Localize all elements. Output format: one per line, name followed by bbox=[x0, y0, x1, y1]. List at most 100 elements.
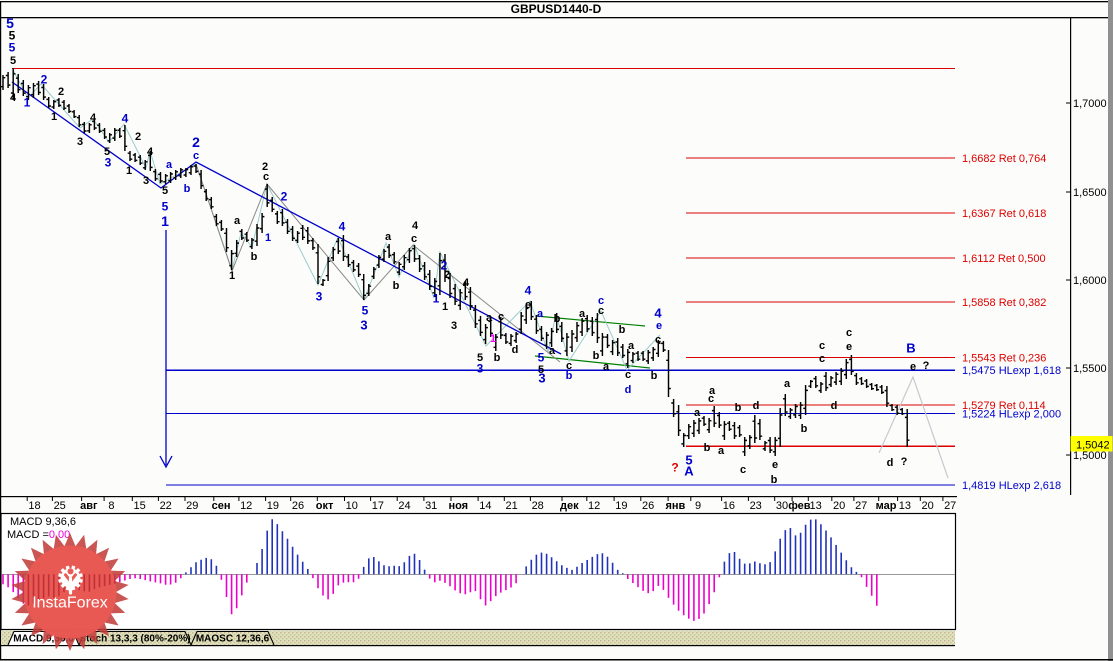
svg-text:27: 27 bbox=[855, 500, 867, 512]
svg-text:?: ? bbox=[901, 456, 908, 468]
svg-text:4: 4 bbox=[10, 92, 17, 104]
svg-text:GBPUSD1440-D: GBPUSD1440-D bbox=[511, 2, 602, 16]
svg-text:1: 1 bbox=[161, 213, 169, 229]
svg-text:2: 2 bbox=[41, 72, 48, 86]
svg-text:14: 14 bbox=[479, 500, 491, 512]
svg-text:b: b bbox=[801, 423, 808, 435]
svg-text:b: b bbox=[704, 442, 711, 454]
svg-text:a: a bbox=[579, 308, 586, 320]
svg-text:b: b bbox=[771, 474, 778, 486]
svg-text:29: 29 bbox=[186, 500, 198, 512]
svg-text:1,5543 Ret 0,236: 1,5543 Ret 0,236 bbox=[962, 352, 1046, 364]
svg-text:10: 10 bbox=[346, 500, 358, 512]
svg-text:a: a bbox=[603, 361, 610, 373]
svg-text:e: e bbox=[656, 320, 662, 332]
svg-text:2: 2 bbox=[58, 86, 64, 98]
svg-text:d: d bbox=[831, 400, 838, 412]
svg-text:3: 3 bbox=[360, 318, 367, 333]
svg-text:20: 20 bbox=[833, 500, 845, 512]
svg-text:d: d bbox=[512, 344, 519, 356]
svg-text:2: 2 bbox=[262, 161, 268, 173]
svg-text:3: 3 bbox=[77, 136, 83, 148]
svg-text:a: a bbox=[166, 159, 173, 171]
svg-text:1: 1 bbox=[229, 270, 235, 282]
svg-text:окт: окт bbox=[316, 500, 334, 512]
svg-text:28: 28 bbox=[532, 500, 544, 512]
svg-text:c: c bbox=[846, 327, 852, 339]
svg-text:2: 2 bbox=[441, 258, 448, 272]
svg-text:1: 1 bbox=[24, 95, 31, 109]
svg-text:c: c bbox=[819, 340, 825, 352]
svg-text:c: c bbox=[263, 171, 269, 183]
svg-text:B: B bbox=[906, 341, 915, 356]
svg-text:b: b bbox=[651, 370, 658, 382]
svg-text:1,5858 Ret 0,382: 1,5858 Ret 0,382 bbox=[962, 297, 1046, 309]
svg-text:a: a bbox=[385, 231, 392, 243]
svg-text:5: 5 bbox=[685, 453, 692, 468]
svg-text:1,6000: 1,6000 bbox=[1073, 275, 1107, 287]
svg-text:c: c bbox=[411, 233, 417, 245]
svg-text:22: 22 bbox=[160, 500, 172, 512]
svg-text:1: 1 bbox=[433, 291, 440, 305]
svg-text:3: 3 bbox=[477, 361, 484, 375]
svg-text:5: 5 bbox=[538, 350, 545, 364]
svg-text:26: 26 bbox=[642, 500, 654, 512]
svg-text:1,6500: 1,6500 bbox=[1073, 187, 1107, 199]
svg-text:дек: дек bbox=[560, 500, 579, 512]
svg-text:a: a bbox=[628, 340, 635, 352]
svg-text:5: 5 bbox=[9, 28, 16, 42]
svg-text:5: 5 bbox=[362, 303, 369, 317]
svg-text:c: c bbox=[625, 369, 631, 381]
svg-text:4: 4 bbox=[122, 111, 129, 125]
svg-text:1,4819 HLexp 2,618: 1,4819 HLexp 2,618 bbox=[962, 480, 1061, 492]
svg-text:сен: сен bbox=[212, 500, 231, 512]
svg-text:5: 5 bbox=[6, 15, 14, 31]
svg-text:5: 5 bbox=[104, 146, 110, 158]
svg-text:24: 24 bbox=[398, 500, 410, 512]
svg-text:4: 4 bbox=[463, 277, 470, 289]
svg-text:фев: фев bbox=[788, 500, 811, 512]
svg-text:InstaForex: InstaForex bbox=[32, 595, 108, 612]
svg-text:13: 13 bbox=[899, 500, 911, 512]
svg-text:a: a bbox=[234, 215, 241, 227]
svg-text:b: b bbox=[593, 350, 600, 362]
svg-text:d: d bbox=[753, 400, 760, 412]
svg-text:23: 23 bbox=[750, 500, 762, 512]
svg-text:1,5475 HLexp 1,618: 1,5475 HLexp 1,618 bbox=[962, 365, 1061, 377]
svg-text:12: 12 bbox=[240, 500, 252, 512]
svg-text:4: 4 bbox=[147, 146, 154, 158]
svg-text:b: b bbox=[735, 402, 742, 414]
svg-text:2: 2 bbox=[281, 189, 288, 203]
svg-text:1,5042: 1,5042 bbox=[1076, 440, 1110, 452]
svg-text:13: 13 bbox=[809, 500, 821, 512]
svg-text:1,6682 Ret 0,764: 1,6682 Ret 0,764 bbox=[962, 153, 1046, 165]
svg-text:4: 4 bbox=[339, 219, 346, 233]
svg-text:c: c bbox=[819, 353, 825, 365]
svg-text:MAOSC 12,36,6: MAOSC 12,36,6 bbox=[196, 634, 270, 645]
svg-text:?: ? bbox=[923, 360, 930, 372]
svg-text:янв: янв bbox=[665, 500, 685, 512]
svg-text:1,5279 Ret 0,114: 1,5279 Ret 0,114 bbox=[962, 400, 1046, 412]
svg-text:1,6367 Ret 0,618: 1,6367 Ret 0,618 bbox=[962, 208, 1046, 220]
svg-text:1,5000: 1,5000 bbox=[1073, 450, 1107, 462]
svg-text:1,5224 HLexp 2,000: 1,5224 HLexp 2,000 bbox=[962, 408, 1061, 420]
svg-text:17: 17 bbox=[372, 500, 384, 512]
svg-text:18: 18 bbox=[28, 500, 40, 512]
svg-text:21: 21 bbox=[505, 500, 517, 512]
svg-text:8: 8 bbox=[108, 500, 114, 512]
svg-text:4: 4 bbox=[525, 283, 532, 297]
svg-text:2: 2 bbox=[192, 134, 200, 150]
svg-text:5: 5 bbox=[9, 40, 16, 54]
svg-text:5: 5 bbox=[10, 55, 16, 67]
svg-text:Stoch 13,3,3 (80%-20%): Stoch 13,3,3 (80%-20%) bbox=[79, 634, 190, 645]
svg-text:c: c bbox=[655, 334, 661, 346]
svg-text:a: a bbox=[718, 445, 725, 457]
svg-text:e: e bbox=[525, 299, 531, 311]
svg-text:3: 3 bbox=[143, 175, 149, 187]
svg-text:b: b bbox=[494, 352, 501, 364]
svg-text:1: 1 bbox=[442, 301, 448, 313]
svg-text:4: 4 bbox=[412, 220, 419, 232]
svg-text:c: c bbox=[193, 150, 199, 162]
svg-text:4: 4 bbox=[654, 306, 662, 321]
svg-text:e: e bbox=[910, 361, 916, 373]
